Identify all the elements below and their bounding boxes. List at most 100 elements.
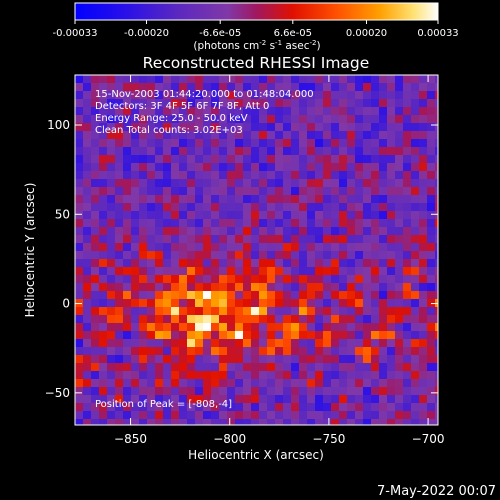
heatmap-cell — [275, 171, 284, 180]
heatmap-cell — [211, 411, 220, 420]
heatmap-cell — [267, 155, 276, 164]
heatmap-cell — [307, 187, 316, 196]
heatmap-cell — [99, 107, 108, 116]
heatmap-cell — [83, 99, 92, 108]
heatmap-cell — [291, 235, 300, 244]
heatmap-cell — [251, 179, 260, 188]
heatmap-cell — [75, 171, 84, 180]
heatmap-cell — [291, 291, 300, 300]
heatmap-cell — [267, 347, 276, 356]
heatmap-cell — [131, 283, 140, 292]
heatmap-cell — [371, 291, 380, 300]
heatmap-cell — [155, 91, 164, 100]
heatmap-cell — [115, 179, 124, 188]
heatmap-cell — [91, 171, 100, 180]
heatmap-cell — [227, 355, 236, 364]
heatmap-cell — [331, 275, 340, 284]
heatmap-cell — [283, 371, 292, 380]
heatmap-cell — [179, 187, 188, 196]
heatmap-cell — [83, 155, 92, 164]
heatmap-cell — [211, 187, 220, 196]
heatmap-cell — [131, 107, 140, 116]
heatmap-cell — [363, 363, 372, 372]
heatmap-cell — [347, 115, 356, 124]
heatmap-cell — [315, 395, 324, 404]
heatmap-cell — [371, 339, 380, 348]
heatmap-cell — [323, 179, 332, 188]
y-tick-label: 50 — [55, 207, 70, 221]
heatmap-cell — [115, 403, 124, 412]
heatmap-cell — [243, 363, 252, 372]
heatmap-cell — [331, 259, 340, 268]
heatmap-cell — [403, 379, 412, 388]
heatmap-cell — [315, 163, 324, 172]
heatmap-cell — [163, 267, 172, 276]
heatmap-cell — [163, 291, 172, 300]
heatmap-cell — [267, 219, 276, 228]
heatmap-cell — [299, 259, 308, 268]
heatmap-cell — [91, 219, 100, 228]
heatmap-cell — [251, 171, 260, 180]
colorbar-gradient — [74, 2, 439, 21]
heatmap-cell — [83, 115, 92, 124]
heatmap-cell — [291, 83, 300, 92]
heatmap-cell — [115, 331, 124, 340]
colorbar-tick-label: -0.00020 — [124, 28, 169, 39]
heatmap-cell — [235, 203, 244, 212]
heatmap-cell — [187, 155, 196, 164]
heatmap-cell — [155, 323, 164, 332]
heatmap-cell — [283, 339, 292, 348]
heatmap-cell — [243, 251, 252, 260]
heatmap-cell — [235, 115, 244, 124]
heatmap-cell — [219, 387, 228, 396]
heatmap-cell — [387, 323, 396, 332]
heatmap-cell — [171, 411, 180, 420]
heatmap-cell — [251, 75, 260, 84]
heatmap-cell — [403, 411, 412, 420]
heatmap-cell — [243, 211, 252, 220]
heatmap-cell — [91, 75, 100, 84]
heatmap-cell — [275, 339, 284, 348]
heatmap-cell — [203, 419, 212, 425]
heatmap-cell — [363, 99, 372, 108]
heatmap-cell — [299, 123, 308, 132]
heatmap-cell — [299, 163, 308, 172]
heatmap-cell — [211, 403, 220, 412]
heatmap-cell — [219, 283, 228, 292]
heatmap-cell — [99, 187, 108, 196]
heatmap-cell — [227, 211, 236, 220]
heatmap-cell — [243, 411, 252, 420]
heatmap-cell — [275, 187, 284, 196]
heatmap-cell — [291, 155, 300, 164]
heatmap-cell — [403, 123, 412, 132]
heatmap-cell — [411, 179, 420, 188]
heatmap-cell — [371, 371, 380, 380]
heatmap-cell — [387, 123, 396, 132]
heatmap-cell — [307, 259, 316, 268]
heatmap-cell — [251, 323, 260, 332]
heatmap-cell — [315, 211, 324, 220]
heatmap-cell — [259, 235, 268, 244]
heatmap-cell — [419, 203, 428, 212]
heatmap-cell — [91, 403, 100, 412]
heatmap-cell — [379, 315, 388, 324]
heatmap-cell — [139, 387, 148, 396]
heatmap-cell — [203, 275, 212, 284]
heatmap-cell — [123, 339, 132, 348]
heatmap-cell — [283, 155, 292, 164]
heatmap-cell — [83, 379, 92, 388]
heatmap-cell — [187, 227, 196, 236]
heatmap-cell — [115, 363, 124, 372]
heatmap-cell — [131, 187, 140, 196]
heatmap-cell — [435, 179, 438, 188]
heatmap-cell — [235, 275, 244, 284]
heatmap-cell — [107, 379, 116, 388]
heatmap-cell — [403, 251, 412, 260]
heatmap-cell — [275, 91, 284, 100]
heatmap-cell — [267, 267, 276, 276]
heatmap-cell — [403, 83, 412, 92]
heatmap-cell — [379, 155, 388, 164]
heatmap-cell — [75, 323, 84, 332]
heatmap-cell — [411, 307, 420, 316]
heatmap-cell — [219, 187, 228, 196]
